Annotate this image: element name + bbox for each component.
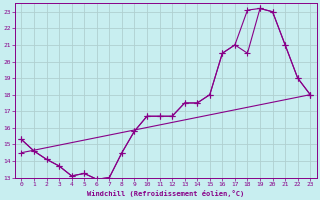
X-axis label: Windchill (Refroidissement éolien,°C): Windchill (Refroidissement éolien,°C) [87, 190, 244, 197]
